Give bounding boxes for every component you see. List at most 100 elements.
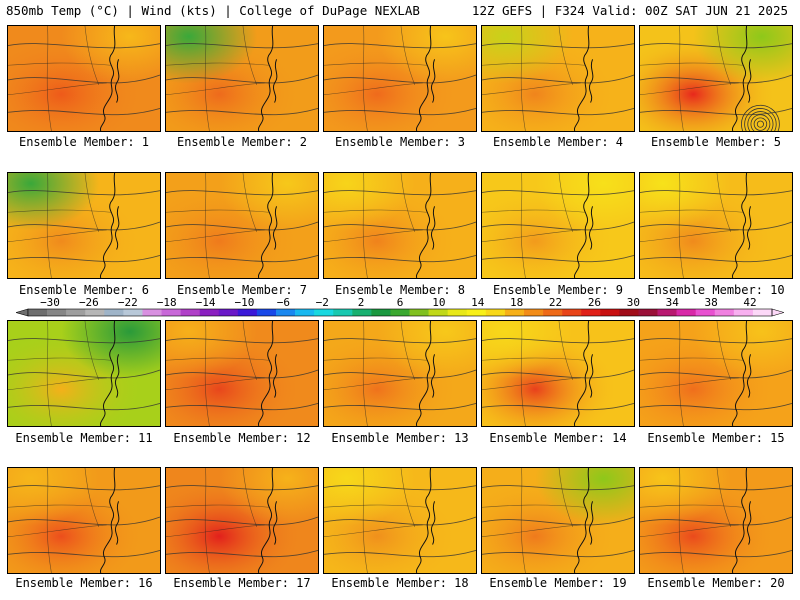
ensemble-member-label: Ensemble Member: 17 xyxy=(173,576,311,590)
colorbar-tick-label: 18 xyxy=(510,296,523,309)
ensemble-member-label: Ensemble Member: 12 xyxy=(173,431,311,445)
colorbar-tick-label: 22 xyxy=(549,296,562,309)
ensemble-map-panel xyxy=(639,25,793,132)
ensemble-map-panel xyxy=(7,172,161,279)
colorbar-swatch xyxy=(199,309,220,316)
colorbar-swatch xyxy=(714,309,735,316)
colorbar-swatch xyxy=(295,309,315,316)
colorbar-swatch xyxy=(256,309,277,316)
temperature-field-map xyxy=(482,468,634,573)
colorbar-tick-label: −14 xyxy=(196,296,216,309)
colorbar-swatch xyxy=(752,309,773,316)
temperature-field-map xyxy=(166,173,318,278)
ensemble-map-panel xyxy=(639,172,793,279)
colorbar-swatch xyxy=(428,309,448,316)
colorbar-swatch xyxy=(543,309,563,316)
ensemble-member-label: Ensemble Member: 6 xyxy=(18,283,150,297)
ensemble-map-panel xyxy=(7,467,161,574)
colorbar-tick-label: −10 xyxy=(235,296,255,309)
ensemble-member-label: Ensemble Member: 8 xyxy=(334,283,466,297)
colorbar-tick-label: 42 xyxy=(743,296,756,309)
colorbar-swatch xyxy=(504,309,525,316)
temperature-field-map xyxy=(324,321,476,426)
colorbar-tick-label: −30 xyxy=(40,296,60,309)
ensemble-map-panel xyxy=(165,172,319,279)
ensemble-map-panel xyxy=(165,25,319,132)
colorbar-tick-label: 38 xyxy=(704,296,717,309)
colorbar-tick-label: −22 xyxy=(118,296,138,309)
colorbar-tick-label: 14 xyxy=(471,296,485,309)
ensemble-map-panel xyxy=(7,25,161,132)
ensemble-member-label: Ensemble Member: 2 xyxy=(176,135,308,149)
ensemble-member-label: Ensemble Member: 14 xyxy=(489,431,627,445)
colorbar-swatch xyxy=(314,309,334,316)
colorbar-swatch xyxy=(676,309,696,316)
temperature-field-map xyxy=(640,468,792,573)
colorbar-tick-label: −18 xyxy=(157,296,177,309)
temperature-field-map xyxy=(8,173,160,278)
colorbar-swatch xyxy=(638,309,658,316)
colorbar-swatch xyxy=(237,309,258,316)
colorbar-tick-label: 2 xyxy=(358,296,365,309)
colorbar-swatch xyxy=(581,309,601,316)
colorbar-swatch xyxy=(142,309,162,316)
temperature-field-map xyxy=(482,26,634,131)
temperature-field-map xyxy=(8,321,160,426)
ensemble-member-label: Ensemble Member: 16 xyxy=(15,576,153,590)
colorbar-swatch xyxy=(104,309,124,316)
colorbar-swatch xyxy=(733,309,754,316)
temperature-field-map xyxy=(640,173,792,278)
colorbar-swatch xyxy=(352,309,372,316)
temperature-field-map xyxy=(8,26,160,131)
colorbar-tick-label: 6 xyxy=(397,296,404,309)
colorbar-swatch xyxy=(485,309,506,316)
colorbar-swatch xyxy=(409,309,429,316)
temperature-field-map xyxy=(324,26,476,131)
colorbar-swatch xyxy=(657,309,677,316)
ensemble-member-label: Ensemble Member: 18 xyxy=(331,576,469,590)
ensemble-map-panel xyxy=(323,320,477,427)
ensemble-map-panel xyxy=(165,320,319,427)
ensemble-map-panel xyxy=(639,467,793,574)
ensemble-member-label: Ensemble Member: 10 xyxy=(647,283,785,297)
ensemble-map-panel xyxy=(323,25,477,132)
colorbar-tick-label: −2 xyxy=(316,296,329,309)
ensemble-member-label: Ensemble Member: 20 xyxy=(647,576,785,590)
ensemble-member-label: Ensemble Member: 7 xyxy=(176,283,308,297)
ensemble-map-panel xyxy=(639,320,793,427)
colorbar-swatch xyxy=(28,309,48,316)
ensemble-member-label: Ensemble Member: 1 xyxy=(18,135,150,149)
ensemble-map-panel xyxy=(481,172,635,279)
colorbar-swatch xyxy=(466,309,487,316)
colorbar-tick-label: −26 xyxy=(79,296,99,309)
ensemble-map-panel xyxy=(481,467,635,574)
ensemble-map-panel xyxy=(165,467,319,574)
temperature-field-map xyxy=(166,26,318,131)
colorbar-tick-label: −6 xyxy=(277,296,290,309)
ensemble-map-panel xyxy=(7,320,161,427)
temperature-field-map xyxy=(8,468,160,573)
temperature-field-map xyxy=(482,321,634,426)
model-run-info: 12Z GEFS | F324 Valid: 00Z SAT JUN 21 20… xyxy=(471,3,788,18)
temperature-field-map xyxy=(324,173,476,278)
temperature-field-map xyxy=(640,321,792,426)
ensemble-member-label: Ensemble Member: 5 xyxy=(650,135,782,149)
colorbar-swatch xyxy=(390,309,410,316)
temperature-field-map xyxy=(482,173,634,278)
ensemble-member-label: Ensemble Member: 9 xyxy=(492,283,624,297)
colorbar-swatch xyxy=(619,309,639,316)
colorbar-swatch xyxy=(600,309,620,316)
colorbar-swatch xyxy=(371,309,391,316)
ensemble-map-panel xyxy=(323,172,477,279)
colorbar-swatch xyxy=(695,309,716,316)
colorbar-swatch xyxy=(161,309,181,316)
colorbar-swatch xyxy=(524,309,544,316)
colorbar-tick-label: 30 xyxy=(627,296,640,309)
ensemble-member-label: Ensemble Member: 3 xyxy=(334,135,466,149)
colorbar-swatch xyxy=(333,309,353,316)
colorbar-tick-label: 34 xyxy=(666,296,680,309)
colorbar-graphic: −30 −26 −22 −18 −14 −10 −6 −2 2 6 10 14 18 22 26 30 34 38… xyxy=(16,296,784,317)
colorbar-swatch xyxy=(562,309,582,316)
colorbar-swatch xyxy=(447,309,468,316)
colorbar-max-arrow xyxy=(771,308,784,317)
